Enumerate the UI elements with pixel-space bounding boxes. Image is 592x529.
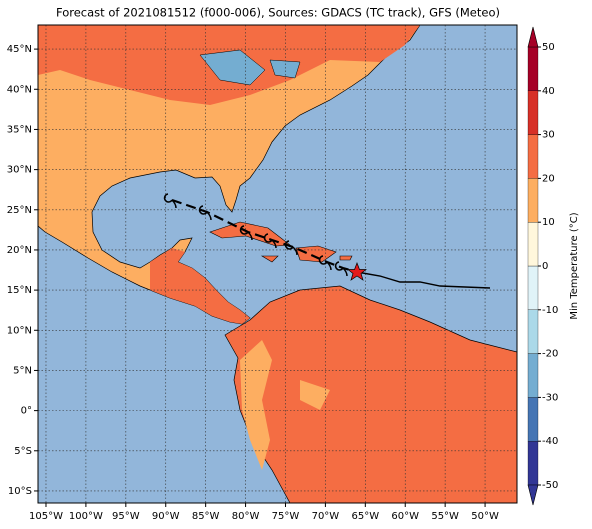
forecast-track (171, 198, 358, 274)
colorbar-tick-label: 10 (542, 217, 555, 228)
lat-tick-label: 5°S (14, 446, 32, 457)
lat-tick-label: 10°S (8, 486, 32, 497)
south-america (224, 285, 517, 503)
colorbar-band (527, 222, 539, 267)
lon-tick-label: 75°W (272, 511, 300, 522)
colorbar-tick-label: 20 (542, 173, 555, 184)
colorbar-tick-label: -50 (542, 480, 558, 491)
colorbar-tick-label: -40 (542, 436, 558, 447)
lon-tick-label: 65°W (352, 511, 380, 522)
lon-tick-label: 60°W (391, 511, 419, 522)
colorbar-extend-top (527, 26, 539, 48)
lon-tick-label: 95°W (112, 511, 140, 522)
lon-tick-label: 80°W (232, 511, 260, 522)
colorbar-band (527, 178, 539, 223)
lat-tick-label: 5°N (13, 365, 32, 376)
colorbar-band (527, 134, 539, 179)
colorbar-band (527, 265, 539, 310)
colorbar-band (527, 397, 539, 442)
lat-tick-label: 45°N (7, 44, 32, 55)
lon-tick-label: 70°W (312, 511, 340, 522)
lat-tick-label: 25°N (7, 205, 32, 216)
colorbar-tick-label: -30 (542, 392, 558, 403)
lat-tick-label: 30°N (7, 165, 32, 176)
land-cool-andes (240, 340, 330, 470)
colorbar-tick-label: 40 (542, 86, 555, 97)
colorbar-extend-bottom (527, 484, 539, 506)
map-frame (37, 24, 518, 504)
lon-tick-label: 105°W (29, 511, 63, 522)
colorbar-band (527, 441, 539, 486)
north-america (38, 25, 421, 325)
lat-tick-label: 15°N (7, 285, 32, 296)
past-track (356, 271, 491, 289)
lat-tick-label: 20°N (7, 245, 32, 256)
lon-tick-label: 50°W (471, 511, 499, 522)
lat-tick-label: 10°N (7, 325, 32, 336)
colorbar-band (527, 90, 539, 135)
land-warm-central (150, 248, 250, 324)
lon-tick-label: 55°W (431, 511, 459, 522)
colorbar-tick-label: 50 (542, 42, 555, 53)
great-lakes (199, 49, 301, 86)
current-position-star (347, 262, 367, 281)
map-area (38, 25, 517, 503)
cyclone-symbols (163, 193, 348, 277)
colorbar-tick-label: 0 (542, 261, 548, 272)
colorbar-band (527, 353, 539, 398)
lon-tick-label: 90°W (152, 511, 180, 522)
colorbar-band (527, 46, 539, 91)
colorbar: -50 -40 -30 -20 -10 0 10 20 30 40 50 Min Temperatur… (527, 26, 580, 506)
map-title: Forecast of 2021081512 (f000-006), Sourc… (56, 6, 500, 20)
lat-tick-label: 0° (21, 406, 32, 417)
colorbar-band (527, 309, 539, 354)
colorbar-tick-label: -10 (542, 305, 558, 316)
colorbar-tick-label: 30 (542, 130, 555, 141)
lat-tick-label: 35°N (7, 124, 32, 135)
lon-tick-label: 100°W (69, 511, 103, 522)
colorbar-label: Min Temperature (°C) (569, 212, 580, 319)
colorbar-tick-label: -20 (542, 349, 558, 360)
lon-tick-label: 85°W (192, 511, 220, 522)
lat-tick-label: 40°N (7, 84, 32, 95)
